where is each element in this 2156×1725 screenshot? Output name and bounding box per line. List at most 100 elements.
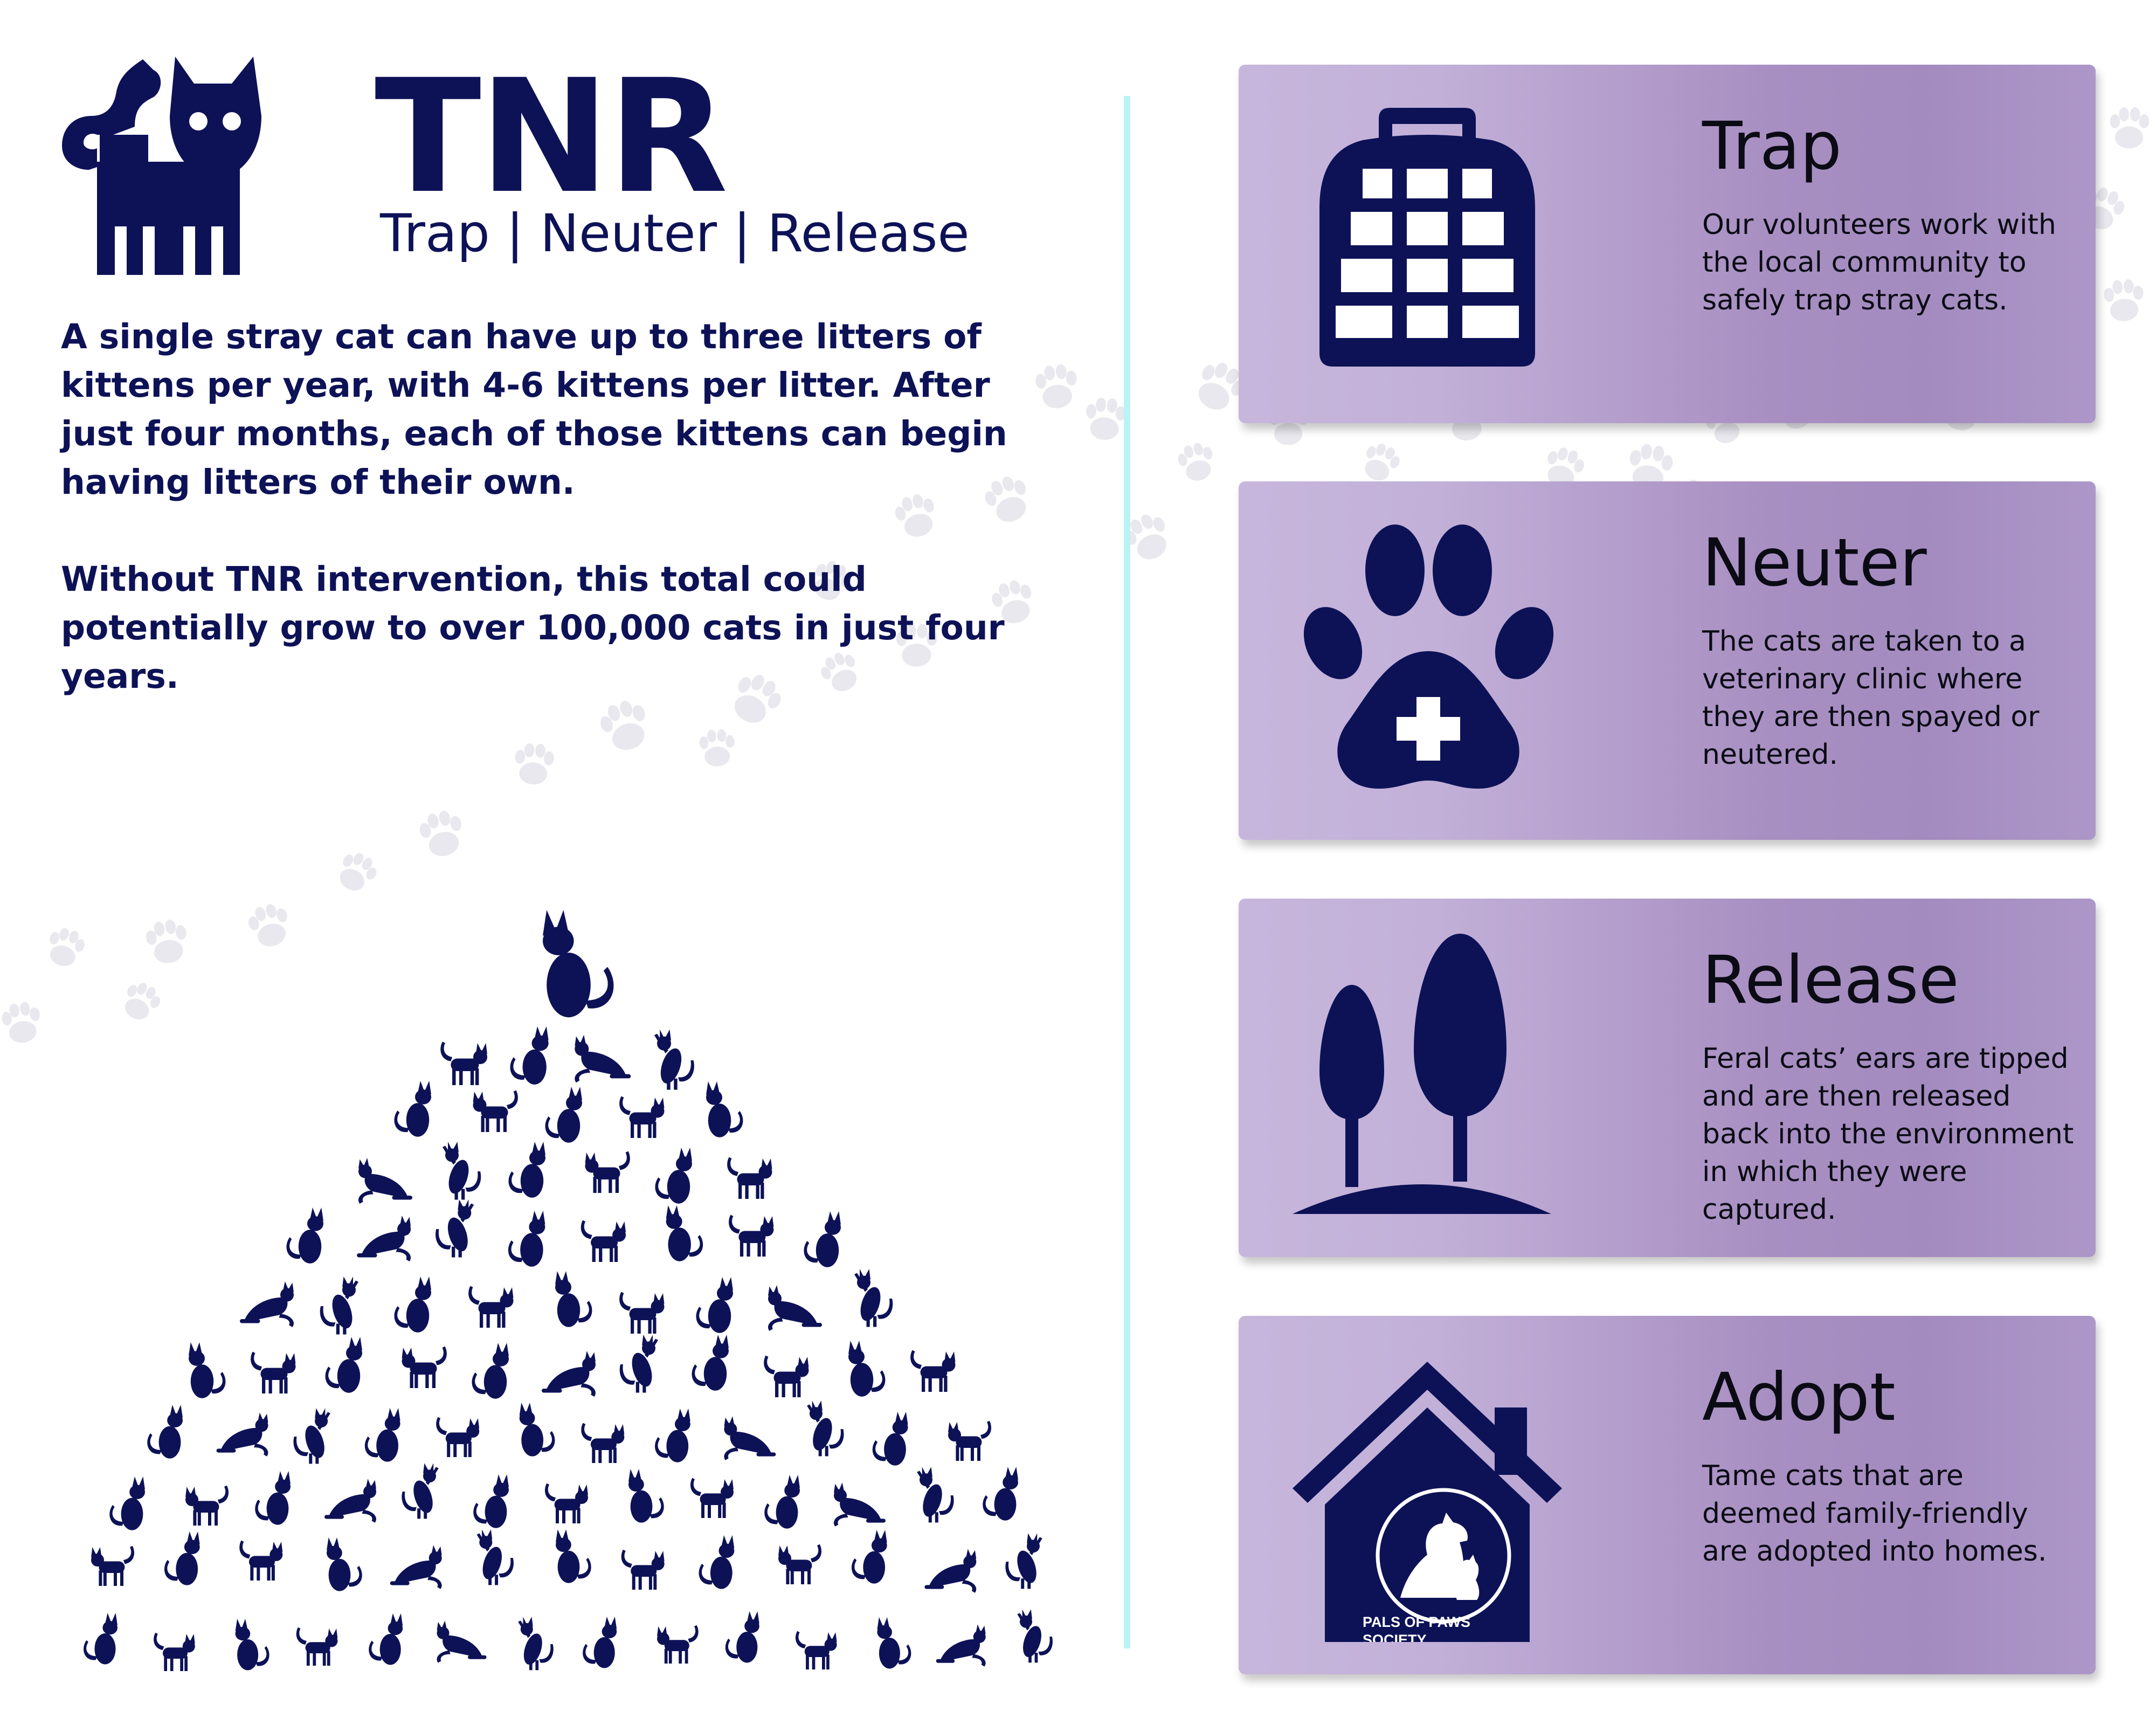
cat-silhouette [436,1199,474,1258]
cat-silhouette [555,1271,592,1327]
cat-silhouette [542,1351,596,1397]
cat-silhouette [585,1151,630,1193]
cat-silhouette [581,1220,626,1262]
cat-silhouette [286,1208,323,1264]
cat-silhouette [1017,1609,1053,1663]
cat-silhouette [725,1611,759,1663]
cat-silhouette [325,1337,362,1393]
step-title-trap: Trap [1702,108,1842,184]
cat-silhouette [364,1408,400,1462]
cat-silhouette [778,1544,822,1584]
cat-silhouette [924,1549,977,1593]
cat-silhouette [185,1485,229,1526]
cat-silhouette [854,1269,893,1327]
cat-silhouette [164,1531,200,1585]
paw-print-icon [896,624,937,667]
cat-silhouette [655,1409,690,1462]
cat-silhouette [628,1469,664,1523]
cat-icon [62,57,261,278]
cat-silhouette [654,1029,694,1090]
cat-silhouette [764,1475,800,1529]
cat-silhouette [556,1529,591,1583]
cat-silhouette [402,1346,447,1388]
cat-silhouette [510,1026,549,1085]
pet-carrier-icon [1319,108,1535,367]
cat-silhouette [440,1041,487,1085]
cat-silhouette [239,1540,283,1581]
cat-silhouette [545,1087,582,1143]
cat-silhouette [473,1090,518,1132]
cat-silhouette [936,1624,986,1667]
cat-silhouette [583,1617,617,1668]
cat-silhouette [402,1463,439,1519]
cat-silhouette [320,1276,358,1335]
paw-print-icon [734,674,781,723]
cat-silhouette [917,1467,954,1523]
paw-print-icon [515,743,554,785]
cat-silhouette [189,1342,226,1398]
cat-silhouette [468,1286,514,1328]
cat-silhouette [655,1148,692,1204]
cat-silhouette [394,1081,431,1137]
paw-print-icon [340,853,377,891]
step-title-adopt: Adopt [1702,1359,1896,1436]
cat-silhouette [795,1631,837,1669]
cat-silhouette [729,1215,774,1257]
cat-silhouette [437,1620,487,1663]
step-text-release: Feral cats’ ears are tipped and are then… [1702,1043,2074,1226]
cat-silhouette [1005,1533,1042,1589]
paw-print-icon [985,477,1026,522]
cat-pyramid-icon [83,910,1053,1671]
step-card-release: Release Feral cats’ ears are tipped and … [1239,899,2096,1257]
cat-silhouette [621,1549,665,1590]
paw-print-icon [2110,107,2150,149]
step-card-neuter: Neuter The cats are taken to a veterinar… [1239,481,2096,840]
cat-silhouette [804,1211,841,1267]
cat-silhouette [848,1341,886,1397]
cat-silhouette [293,1408,330,1464]
cat-silhouette [91,1545,135,1586]
cat-silhouette [327,1537,362,1591]
paw-print-icon [1365,443,1400,481]
cat-silhouette [619,1292,665,1334]
paw-print-icon [2,1002,40,1043]
cat-silhouette [519,1403,555,1457]
page-subtitle: Trap | Neuter | Release [380,203,970,264]
step-title-release: Release [1702,942,1959,1018]
cat-silhouette [255,1471,291,1525]
paw-print-icon [600,701,645,750]
cat-silhouette [357,1216,411,1261]
cat-silhouette [581,1423,625,1463]
cat-silhouette [473,1474,509,1528]
paw-medical-cross-icon [1303,525,1554,789]
cat-silhouette [83,1613,118,1665]
cat-silhouette [807,1400,844,1457]
cat-silhouette [476,1529,514,1585]
cat-silhouette [443,1142,481,1200]
paw-print-icon [248,904,287,947]
cat-silhouette [575,1034,631,1083]
cat-silhouette [518,1617,554,1671]
page-title: TNR [375,46,728,228]
intro-paragraph-1: A single stray cat can have up to three … [61,317,1007,502]
paw-print-icon [2104,279,2144,321]
cat-silhouette [296,1627,338,1666]
paw-print-icon [1198,363,1244,410]
paw-print-icon [821,653,857,692]
cat-silhouette [724,1416,776,1460]
cat-silhouette [910,1350,956,1392]
cat-silhouette [948,1420,992,1461]
cat-silhouette [324,1479,376,1523]
cat-silhouette [619,1096,665,1138]
cat-silhouette [983,1467,1018,1521]
step-card-adopt: PALS OF PAWS SOCIETY Adopt Tame cats tha… [1239,1316,2096,1674]
house-icon: PALS OF PAWS SOCIETY [1293,1362,1562,1642]
badge-text-line-1: PALS OF PAWS [1363,1614,1470,1630]
step-text-adopt: Tame cats that are deemed family-friendl… [1702,1460,2047,1568]
paw-print-icon [895,494,934,537]
paw-print-icon [146,920,186,963]
cat-silhouette [692,1335,729,1391]
cat-silhouette [358,1158,412,1204]
cat-silhouette [727,1157,772,1199]
cat-silhouette [706,1081,743,1137]
